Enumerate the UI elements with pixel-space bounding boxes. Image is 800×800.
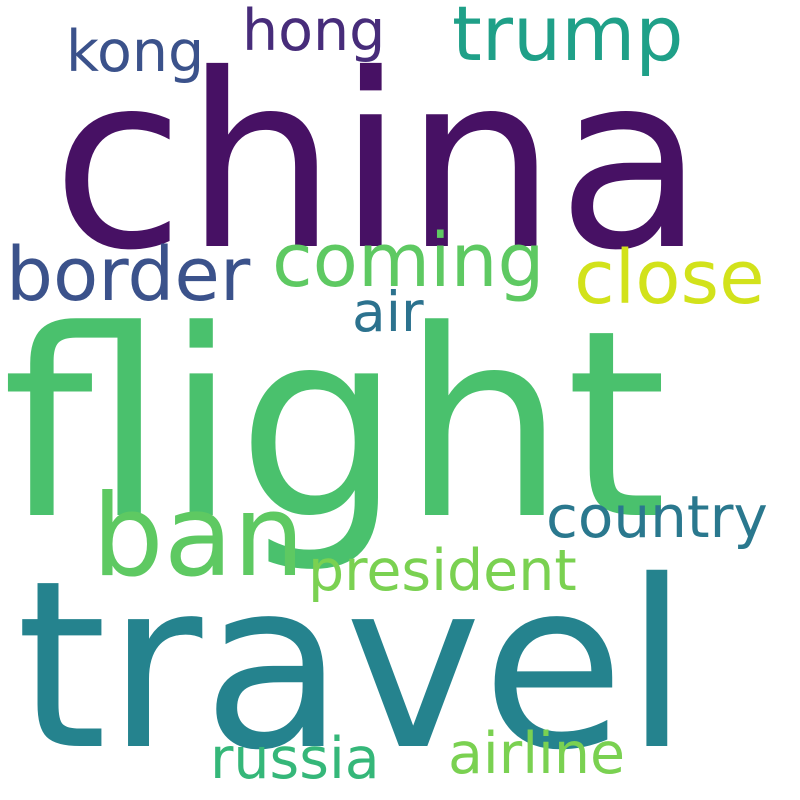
word-close: close xyxy=(574,235,765,321)
word-airline: airline xyxy=(448,721,626,787)
word-hong: hong xyxy=(242,0,386,64)
word-country: country xyxy=(546,483,768,551)
word-air: air xyxy=(352,280,424,344)
word-coming: coming xyxy=(272,218,545,304)
word-flight: flight xyxy=(2,276,668,577)
word-ban: ban xyxy=(92,470,305,602)
word-border: border xyxy=(6,232,251,318)
word-kong: kong xyxy=(66,19,205,85)
word-president: president xyxy=(308,538,577,604)
word-trump: trump xyxy=(452,0,684,78)
word-china: china xyxy=(52,22,705,303)
word-travel: travel xyxy=(16,531,690,800)
word-russia: russia xyxy=(210,726,380,792)
